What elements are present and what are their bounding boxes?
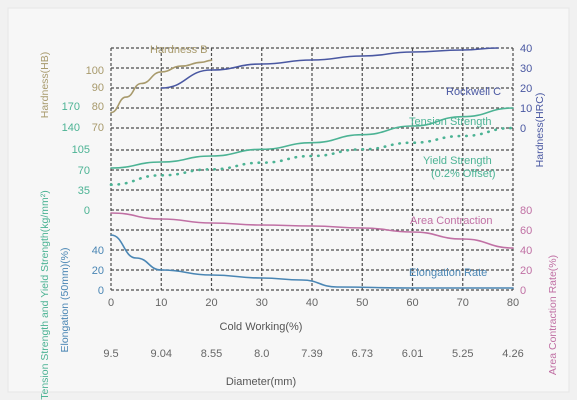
hrc-tick-2: 20 xyxy=(520,83,532,95)
tick-layer: 0 10 20 30 40 50 60 70 80 9.5 9.04 8.55 8.0 7.39 6.73 6… xyxy=(62,43,533,360)
x-tick-8: 80 xyxy=(507,297,519,309)
series-label-rockwell-c: Rockwell C xyxy=(446,86,501,98)
diameter-tick-6: 6.01 xyxy=(402,348,423,360)
strength-tick-0: 105 xyxy=(72,144,90,156)
series-label-hardness-b: Hardness B xyxy=(150,44,207,56)
x-tick-6: 60 xyxy=(406,297,418,309)
diameter-tick-2: 8.55 xyxy=(201,348,222,360)
elongation-tick-2: 0 xyxy=(98,285,104,297)
x-tick-7: 70 xyxy=(457,297,469,309)
series-line-5 xyxy=(110,234,514,289)
series-label-yield-strength: Yield Strength (0.2% Offset) xyxy=(423,155,496,180)
axis-title-hardness-hb: Hardness(HB) xyxy=(39,52,51,119)
plot-background xyxy=(7,7,570,393)
series-layer xyxy=(109,47,515,289)
series-line-0 xyxy=(110,59,213,114)
hb-tick-3: 70 xyxy=(92,122,104,134)
x-axis-title: Cold Working(%) xyxy=(220,321,303,333)
x-tick-4: 40 xyxy=(306,297,318,309)
hb-teal-tick-1: 140 xyxy=(62,122,80,134)
series-line-4 xyxy=(110,212,514,249)
diameter-axis-title: Diameter(mm) xyxy=(226,376,296,388)
series-line-3 xyxy=(109,126,515,186)
diameter-tick-4: 7.39 xyxy=(301,348,322,360)
x-tick-1: 10 xyxy=(155,297,167,309)
elongation-tick-0: 40 xyxy=(92,245,104,257)
hb-tick-1: 90 xyxy=(92,82,104,94)
area-tick-4: 0 xyxy=(520,285,526,297)
diameter-tick-5: 6.73 xyxy=(352,348,373,360)
x-tick-5: 50 xyxy=(356,297,368,309)
diameter-tick-1: 9.04 xyxy=(151,348,172,360)
axis-title-hardness-hrc: Hardness(HRC) xyxy=(534,93,546,168)
axis-title-area-contraction: Area Contraction Rate(%) xyxy=(547,255,559,375)
series-label-tension-strength: Tension Strength xyxy=(409,116,492,128)
elongation-tick-1: 20 xyxy=(92,265,104,277)
hrc-tick-3: 10 xyxy=(520,103,532,115)
diameter-tick-7: 5.25 xyxy=(452,348,473,360)
area-tick-1: 60 xyxy=(520,225,532,237)
x-tick-3: 30 xyxy=(256,297,268,309)
series-label-area-contraction: Area Contraction xyxy=(410,215,493,227)
x-tick-0: 0 xyxy=(108,297,114,309)
area-tick-0: 80 xyxy=(520,205,532,217)
hrc-tick-0: 40 xyxy=(520,43,532,55)
series-line-1 xyxy=(160,47,499,89)
series-label-elongation-rate: Elongation Rate xyxy=(409,267,487,279)
hrc-tick-1: 30 xyxy=(520,63,532,75)
strength-tick-1: 70 xyxy=(78,165,90,177)
area-tick-3: 20 xyxy=(520,265,532,277)
hrc-tick-4: 0 xyxy=(520,123,526,135)
hb-teal-tick-0: 170 xyxy=(62,101,80,113)
strength-tick-3: 0 xyxy=(84,205,90,217)
hb-tick-2: 80 xyxy=(92,101,104,113)
hb-tick-0: 100 xyxy=(86,65,104,77)
diameter-tick-8: 4.26 xyxy=(502,348,523,360)
axis-title-elongation: Elongation (50mm)(%) xyxy=(59,247,71,352)
diameter-tick-3: 8.0 xyxy=(254,348,269,360)
area-tick-2: 40 xyxy=(520,245,532,257)
strength-tick-2: 35 xyxy=(78,185,90,197)
axis-title-strength: Tension Strength and Yield Strength(kg/m… xyxy=(39,190,51,400)
diameter-tick-0: 9.5 xyxy=(103,348,118,360)
series-line-2 xyxy=(110,107,514,169)
grid-layer xyxy=(110,47,514,291)
x-tick-2: 20 xyxy=(205,297,217,309)
